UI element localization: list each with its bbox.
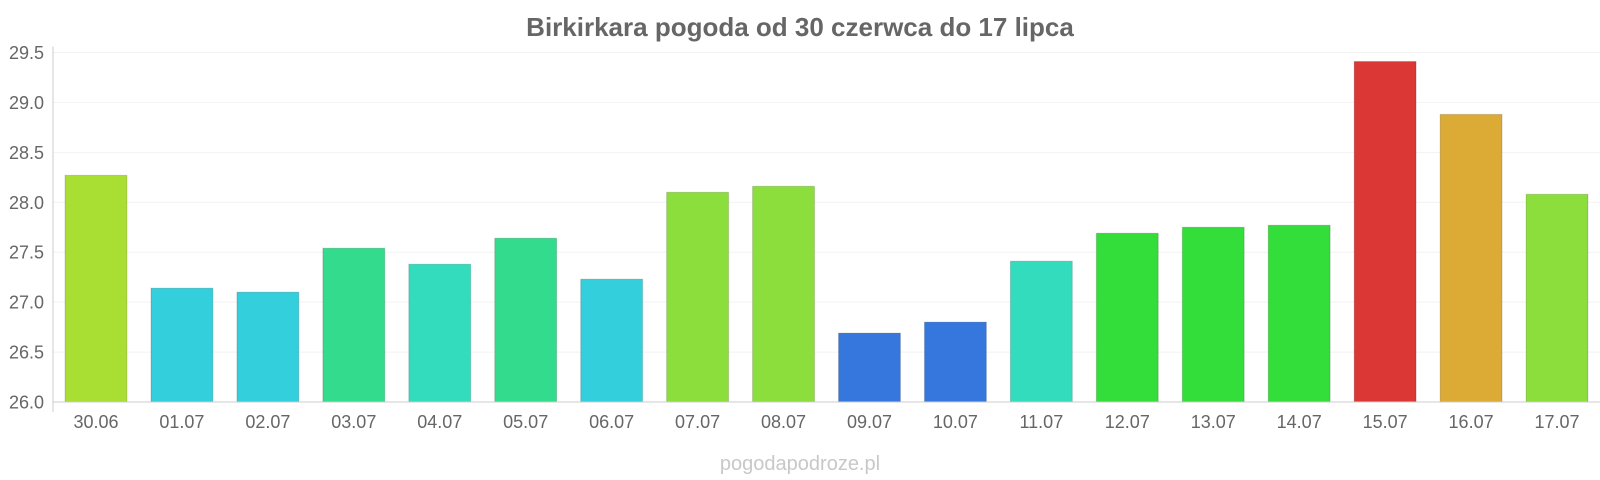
y-tick-label: 28.5 bbox=[9, 143, 44, 163]
bar bbox=[580, 278, 644, 403]
x-tick-label: 16.07 bbox=[1449, 412, 1494, 432]
y-tick-label: 27.0 bbox=[9, 293, 44, 313]
bars bbox=[64, 60, 1589, 403]
bar bbox=[494, 237, 558, 403]
gridlines bbox=[53, 52, 1600, 353]
bar bbox=[64, 174, 128, 403]
x-tick-label: 14.07 bbox=[1277, 412, 1322, 432]
x-tick-label: 03.07 bbox=[331, 412, 376, 432]
bar bbox=[1181, 226, 1245, 403]
y-tick-label: 27.5 bbox=[9, 243, 44, 263]
x-tick-label: 12.07 bbox=[1105, 412, 1150, 432]
bar bbox=[408, 263, 472, 403]
chart-title: Birkirkara pogoda od 30 czerwca do 17 li… bbox=[526, 12, 1074, 42]
bar bbox=[752, 185, 815, 403]
x-axis: 30.06 01.07 02.07 03.07 04.07 05.07 06.07 07.07… bbox=[53, 401, 1600, 432]
bar bbox=[1009, 260, 1073, 403]
x-tick-label: 15.07 bbox=[1363, 412, 1408, 432]
bar bbox=[1095, 232, 1159, 403]
x-tick-label: 30.06 bbox=[73, 412, 118, 432]
x-tick-label: 02.07 bbox=[245, 412, 290, 432]
x-tick-label: 04.07 bbox=[417, 412, 462, 432]
bar bbox=[1439, 113, 1503, 403]
x-tick-label: 08.07 bbox=[761, 412, 806, 432]
x-tick-label: 13.07 bbox=[1191, 412, 1236, 432]
bar bbox=[322, 247, 386, 403]
y-tick-label: 26.0 bbox=[9, 393, 44, 413]
bar bbox=[666, 191, 730, 403]
x-tick-label: 06.07 bbox=[589, 412, 634, 432]
y-tick-label: 28.0 bbox=[9, 193, 44, 213]
x-tick-label: 10.07 bbox=[933, 412, 978, 432]
y-tick-label: 29.0 bbox=[9, 93, 44, 113]
x-tick-label: 05.07 bbox=[503, 412, 548, 432]
bar bbox=[1353, 60, 1417, 403]
x-tick-label: 17.07 bbox=[1535, 412, 1580, 432]
y-tick-label: 26.5 bbox=[9, 343, 44, 363]
x-tick-label: 07.07 bbox=[675, 412, 720, 432]
bar bbox=[838, 332, 901, 403]
x-tick-label: 09.07 bbox=[847, 412, 892, 432]
x-tick-label: 11.07 bbox=[1020, 412, 1064, 432]
y-tick-label: 29.5 bbox=[9, 43, 44, 63]
bar bbox=[150, 287, 214, 403]
bar bbox=[236, 291, 300, 403]
bar bbox=[1267, 224, 1331, 403]
watermark: pogodapodroze.pl bbox=[720, 453, 880, 475]
x-tick-label: 01.07 bbox=[159, 412, 204, 432]
bar bbox=[1525, 193, 1589, 403]
bar bbox=[923, 321, 987, 403]
y-axis: 26.0 26.5 27.0 27.5 28.0 28.5 29.0 29.5 bbox=[9, 43, 54, 413]
